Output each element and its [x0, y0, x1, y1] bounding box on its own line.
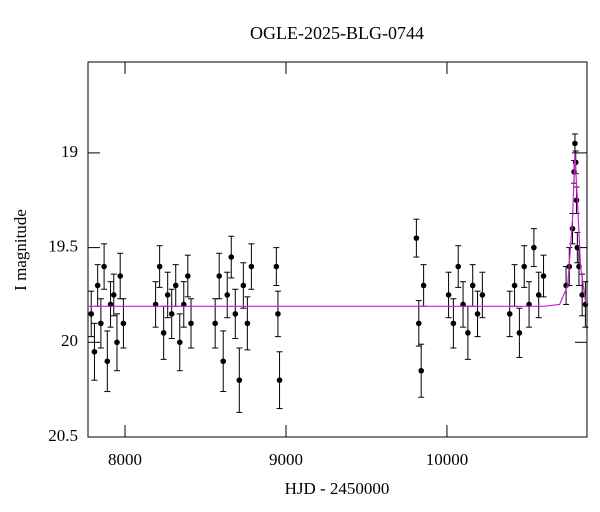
data-point	[236, 377, 243, 383]
x-tick-label: 8000	[108, 450, 142, 469]
data-point	[220, 358, 227, 365]
data-point	[224, 292, 231, 298]
data-point	[450, 320, 457, 327]
chart-title: OGLE-2025-BLG-0744	[250, 23, 424, 43]
data-point	[176, 339, 183, 346]
data-point	[474, 311, 481, 317]
data-point	[91, 348, 98, 355]
data-point	[117, 273, 123, 279]
data-point	[94, 282, 101, 289]
y-tick-label: 20.5	[48, 426, 78, 445]
data-point	[110, 292, 117, 298]
data-point	[276, 377, 283, 383]
data-point	[240, 282, 247, 289]
data-point	[521, 263, 528, 270]
y-tick-label: 20	[61, 331, 78, 350]
data-point	[455, 263, 462, 270]
data-point	[188, 320, 194, 327]
data-point	[445, 292, 452, 298]
data-point	[582, 301, 589, 308]
data-point	[273, 263, 280, 270]
x-tick-label: 10000	[426, 450, 469, 469]
data-point	[572, 140, 578, 147]
data-point	[415, 320, 422, 327]
data-point	[418, 367, 425, 374]
data-point	[413, 235, 420, 241]
data-point	[420, 282, 427, 289]
data-point	[88, 311, 95, 317]
data-point	[479, 292, 486, 298]
data-point	[114, 339, 120, 346]
data-point	[244, 320, 251, 327]
data-point	[579, 292, 585, 298]
data-point	[248, 263, 255, 270]
data-point	[164, 292, 171, 298]
data-point	[465, 330, 471, 336]
data-point	[104, 358, 111, 365]
data-point	[172, 282, 179, 289]
x-tick-label: 9000	[269, 450, 303, 469]
data-point	[98, 320, 104, 327]
data-point	[120, 320, 127, 327]
model-line	[88, 152, 588, 307]
data-point	[185, 273, 191, 279]
data-point	[216, 273, 222, 279]
data-point	[569, 225, 576, 232]
data-point	[573, 197, 580, 204]
data-point	[275, 311, 281, 317]
data-point	[232, 311, 239, 317]
data-point	[531, 244, 537, 251]
data-point	[212, 320, 218, 327]
data-point	[168, 311, 175, 317]
plot-frame	[87, 61, 588, 438]
data-point	[540, 273, 547, 279]
data-point	[160, 330, 167, 336]
data-point	[156, 263, 163, 270]
data-point	[469, 282, 476, 289]
x-axis-label: HJD - 2450000	[285, 479, 390, 498]
data-point	[101, 263, 107, 270]
data-point	[535, 292, 542, 298]
data-point	[506, 311, 513, 317]
data-point	[228, 254, 235, 260]
y-tick-label: 19.5	[48, 237, 78, 256]
y-tick-label: 19	[61, 142, 78, 161]
data-point	[516, 330, 523, 336]
y-axis-label: I magnitude	[11, 209, 30, 291]
data-point	[511, 282, 518, 289]
